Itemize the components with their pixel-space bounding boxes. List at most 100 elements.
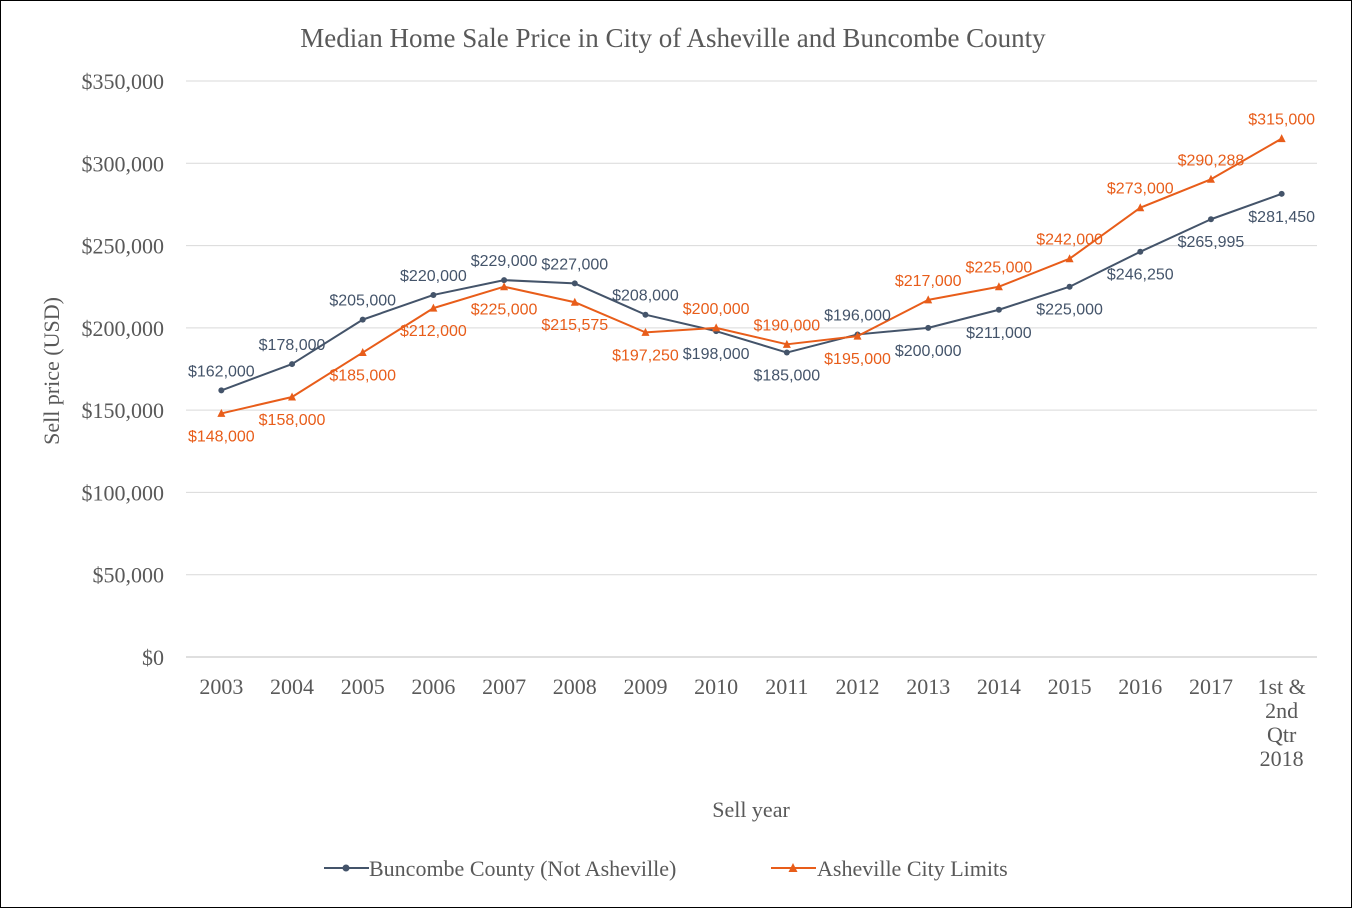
data-label: $211,000 — [966, 325, 1032, 342]
y-tick-label: $300,000 — [82, 151, 165, 176]
series-line-1 — [221, 137, 1283, 415]
x-tick-label: 2009 — [623, 674, 667, 699]
data-point — [429, 303, 438, 312]
y-axis-ticks: $0 $50,000 $100,000 $150,000 $200,000 $250,00… — [82, 69, 165, 670]
data-label: $158,000 — [259, 412, 326, 429]
data-point — [995, 306, 1002, 313]
x-tick-label: 2004 — [270, 674, 314, 699]
data-label: $242,000 — [1036, 232, 1103, 249]
data-label: $225,000 — [966, 260, 1033, 277]
x-tick-label: 2005 — [341, 674, 385, 699]
x-tick-label: 2007 — [482, 674, 526, 699]
series-line-0 — [220, 192, 1282, 392]
data-label: $225,000 — [471, 302, 538, 319]
data-label: $215,575 — [541, 317, 608, 334]
data-point — [430, 291, 437, 298]
data-point — [218, 387, 225, 394]
y-tick-label: $150,000 — [82, 398, 165, 423]
data-point — [853, 331, 862, 340]
data-label: $229,000 — [471, 253, 538, 270]
x-axis-ticks: 2003 2004 2005 2006 2007 2008 2009 2010 2011 2012… — [199, 674, 1305, 771]
series-lines — [217, 134, 1286, 417]
y-tick-label: $200,000 — [82, 316, 165, 341]
data-point — [925, 324, 932, 331]
legend-item-asheville: Asheville City Limits — [771, 856, 1008, 881]
data-label: $200,000 — [895, 343, 962, 360]
data-label: $220,000 — [400, 268, 467, 285]
data-point — [288, 392, 297, 401]
data-label: $190,000 — [753, 317, 820, 334]
data-point — [571, 280, 578, 287]
legend: Buncombe County (Not Asheville) Ashevill… — [324, 856, 1008, 881]
y-tick-label: $250,000 — [82, 234, 165, 259]
data-label: $227,000 — [541, 256, 608, 273]
data-point — [358, 348, 367, 357]
chart-title: Median Home Sale Price in City of Ashevi… — [300, 23, 1046, 53]
data-label: $198,000 — [683, 346, 750, 363]
y-axis-title: Sell price (USD) — [39, 297, 64, 445]
data-point — [570, 297, 579, 306]
legend-label-asheville: Asheville City Limits — [817, 856, 1008, 881]
data-label: $195,000 — [824, 351, 891, 368]
x-tick-label: 2016 — [1118, 674, 1162, 699]
x-tick-label: 2012 — [836, 674, 880, 699]
data-label: $212,000 — [400, 323, 467, 340]
y-tick-label: $100,000 — [82, 480, 165, 505]
data-point — [994, 282, 1003, 291]
data-point — [924, 295, 933, 304]
data-point — [501, 277, 508, 284]
x-tick-label: 2003 — [199, 674, 243, 699]
data-label: $273,000 — [1107, 181, 1174, 198]
data-label: $217,000 — [895, 273, 962, 290]
legend-marker-asheville — [788, 863, 798, 872]
x-tick-label: 2008 — [553, 674, 597, 699]
data-label: $290,288 — [1178, 152, 1245, 169]
data-point — [712, 323, 721, 332]
gridlines — [186, 80, 1317, 658]
data-label: $185,000 — [753, 368, 820, 385]
data-label: $197,250 — [612, 347, 679, 364]
data-point — [1137, 248, 1144, 255]
data-point — [1207, 216, 1214, 223]
y-tick-label: $0 — [142, 645, 164, 670]
data-label: $200,000 — [683, 301, 750, 318]
data-point — [359, 316, 366, 323]
data-label: $315,000 — [1248, 112, 1315, 129]
x-tick-label: 2010 — [694, 674, 738, 699]
data-label: $162,000 — [188, 363, 255, 380]
data-point — [1066, 283, 1073, 290]
x-tick-label: 2014 — [977, 674, 1021, 699]
legend-marker-buncombe — [342, 864, 350, 872]
data-point — [641, 327, 650, 336]
data-point — [1278, 190, 1285, 197]
y-tick-label: $50,000 — [93, 563, 165, 588]
data-label: $178,000 — [259, 337, 326, 354]
data-point — [782, 339, 791, 348]
data-point — [217, 408, 226, 417]
data-point — [642, 311, 649, 318]
x-tick-label: 2006 — [411, 674, 455, 699]
x-tick-label: 2017 — [1189, 674, 1233, 699]
data-label: $225,000 — [1036, 302, 1103, 319]
data-labels: $162,000$178,000 $205,000$220,000$229,000… — [188, 112, 1315, 446]
data-point — [500, 282, 509, 291]
data-point — [1206, 174, 1215, 183]
y-tick-label: $350,000 — [82, 69, 165, 94]
data-label: $196,000 — [824, 307, 891, 324]
legend-item-buncombe: Buncombe County (Not Asheville) — [324, 856, 676, 881]
data-label: $281,450 — [1248, 209, 1315, 226]
data-point — [289, 361, 296, 368]
data-label: $208,000 — [612, 288, 679, 305]
data-point — [1136, 203, 1145, 212]
x-tick-label: 2015 — [1048, 674, 1092, 699]
data-point — [1277, 134, 1286, 143]
data-label: $185,000 — [329, 368, 396, 385]
x-tick-label: 2013 — [906, 674, 950, 699]
data-label: $148,000 — [188, 428, 255, 445]
x-tick-label: 2011 — [765, 674, 808, 699]
data-label: $205,000 — [329, 293, 396, 310]
x-tick-label: 1st & 2nd Qtr 2018 — [1258, 674, 1306, 771]
x-axis-title: Sell year — [712, 797, 790, 822]
